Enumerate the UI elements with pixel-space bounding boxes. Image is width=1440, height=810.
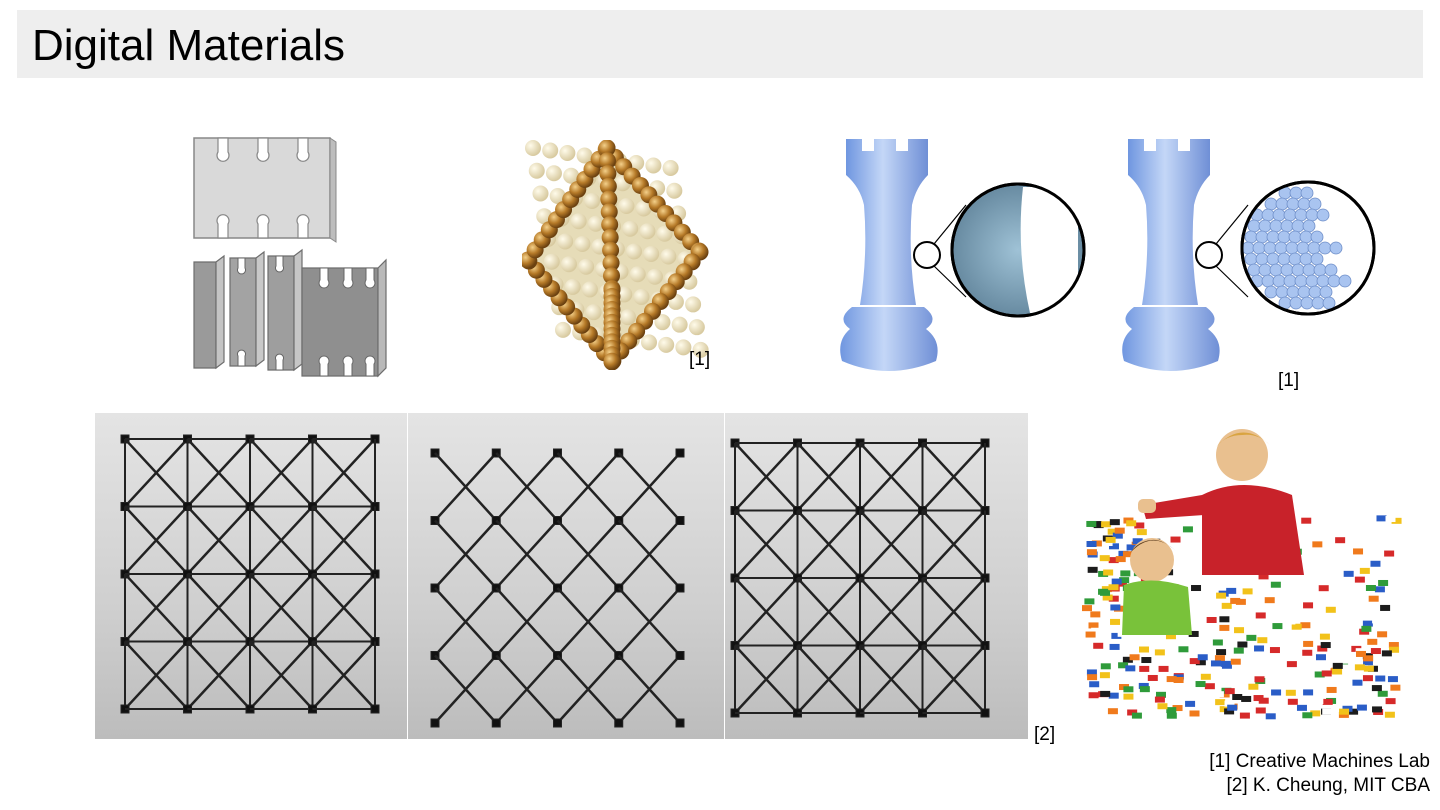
bead-octahedron-image — [522, 140, 712, 370]
lattice-structures-image — [95, 413, 1028, 739]
interlocking-plates-image — [180, 130, 400, 380]
rook-citation: [1] — [1278, 370, 1300, 391]
rook-continuous-image — [838, 135, 1098, 380]
slide-title: Digital Materials — [32, 21, 345, 70]
title-bar: Digital Materials — [17, 10, 1423, 78]
lattice-citation: [2] — [1034, 724, 1056, 745]
kids-building-bricks-image — [1082, 425, 1404, 725]
credits-block: [1] Creative Machines Lab [2] K. Cheung,… — [1209, 750, 1430, 798]
credit-line-2: [2] K. Cheung, MIT CBA — [1226, 775, 1430, 796]
credit-line-1: [1] Creative Machines Lab — [1209, 751, 1430, 772]
rook-voxel-image — [1120, 135, 1380, 380]
octahedron-citation: [1] — [689, 349, 711, 370]
